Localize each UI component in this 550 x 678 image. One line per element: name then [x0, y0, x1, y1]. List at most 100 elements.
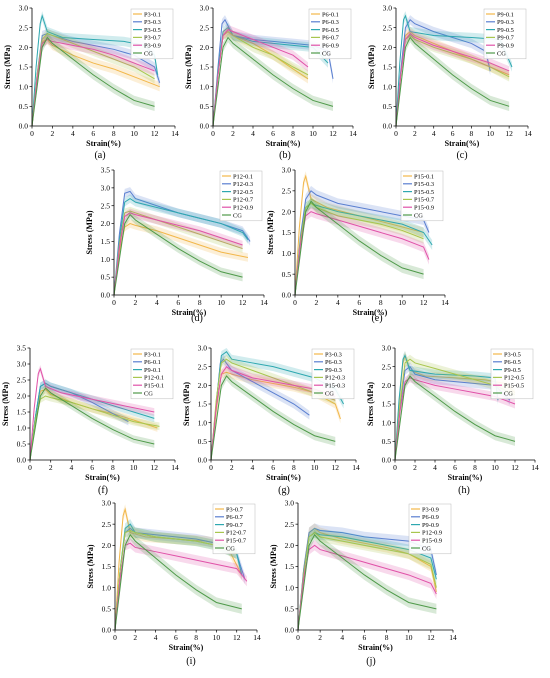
y-tick-label: 1.5 [198, 400, 208, 409]
legend-entry: P15-0.7 [414, 197, 435, 204]
legend-box [483, 8, 527, 60]
series-band [32, 34, 155, 126]
x-tick-label: 12 [332, 463, 340, 472]
x-tick-label: 0 [30, 129, 34, 138]
series-line [394, 358, 516, 461]
y-tick-label: 3.5 [101, 166, 111, 175]
chart-panel: 0 2 4 6 8 10 12 14 0.0 0.5 1.0 1.5 2.0 2.5 3.0 Strain(%… [86, 499, 261, 667]
series-line [212, 29, 309, 127]
legend-entry: P9-0.3 [325, 367, 342, 374]
series-band [30, 379, 155, 460]
x-tick-label: 0 [394, 129, 398, 138]
legend-entry: P6-0.9 [322, 43, 339, 50]
x-tick-label: 2 [133, 633, 137, 642]
x-tick-label: 6 [451, 129, 455, 138]
y-tick-label: 3.0 [200, 4, 210, 13]
x-tick-label: 2 [134, 298, 138, 307]
series-band [395, 354, 515, 460]
x-tick-label: 10 [398, 298, 406, 307]
legend-entry: P3-0.5 [504, 351, 521, 358]
y-tick-label: 1.0 [102, 583, 112, 592]
series-band [115, 504, 242, 630]
legend-entry: P9-0.3 [497, 19, 514, 26]
x-tick-label: 8 [385, 633, 389, 642]
y-tick-label: 2.0 [17, 392, 27, 401]
series-line [394, 354, 499, 461]
x-tick-label: 6 [174, 633, 178, 642]
x-tick-label: 12 [151, 463, 159, 472]
x-tick-label: 6 [357, 298, 361, 307]
x-tick-label: 6 [363, 633, 367, 642]
legend-entry: CG [497, 50, 506, 57]
y-tick-label: 0.0 [102, 626, 112, 635]
y-tick-label: 2.5 [101, 201, 111, 210]
series-band [213, 15, 333, 126]
legend-entry: P9-0.5 [504, 367, 521, 374]
x-tick-label: 14 [531, 463, 539, 472]
legend-entry: P3-0.7 [226, 506, 244, 513]
legend-entry: P6-0.7 [322, 35, 340, 42]
chart-panel: 0 2 4 6 8 10 12 14 0.0 0.5 1.0 1.5 2.0 2.5 3.0 Strain(%… [184, 4, 357, 161]
y-tick-label: 1.0 [200, 82, 210, 91]
series-line [297, 532, 437, 631]
series-line [113, 210, 243, 296]
y-tick-label: 2.5 [198, 362, 208, 371]
y-tick-label: 0.0 [198, 456, 208, 465]
y-tick-label: 0.5 [17, 440, 27, 449]
y-tick-label: 0.5 [382, 437, 392, 446]
x-axis-label: Strain(%) [445, 139, 480, 148]
x-tick-label: 2 [413, 129, 417, 138]
x-tick-label: 4 [340, 633, 344, 642]
series-band [114, 219, 248, 295]
x-tick-label: 8 [291, 129, 295, 138]
x-tick-label: 14 [253, 633, 261, 642]
y-tick-label: 0.0 [382, 456, 392, 465]
y-tick-label: 2.0 [102, 541, 112, 550]
series-band [213, 22, 328, 126]
legend-entry: P6-0.1 [322, 11, 339, 18]
series-band [298, 529, 437, 630]
series-line [294, 174, 424, 296]
x-tick-label: 0 [293, 298, 297, 307]
series-band [395, 362, 510, 460]
x-tick-label: 10 [487, 129, 495, 138]
legend-box [130, 8, 174, 60]
chart-panel: 0 2 4 6 8 10 12 14 0.0 0.5 1.0 1.5 2.0 2.5 3.0 Strain(%… [182, 344, 360, 496]
x-tick-label: 0 [113, 633, 117, 642]
x-tick-label: 10 [213, 633, 221, 642]
series-band [395, 371, 515, 460]
y-tick-label: 3.0 [102, 499, 112, 508]
y-tick-label: 2.5 [200, 23, 210, 32]
y-tick-label: 0.5 [102, 604, 112, 613]
panel-label: (a) [94, 150, 105, 161]
x-tick-label: 6 [176, 298, 180, 307]
panel-label: (h) [458, 485, 470, 496]
series-band [114, 194, 248, 295]
x-tick-label: 0 [211, 129, 215, 138]
y-tick-label: 0.0 [17, 456, 27, 465]
series-line [31, 32, 155, 127]
x-tick-label: 10 [405, 633, 413, 642]
y-tick-label: 1.5 [200, 63, 210, 72]
x-axis-label: Strain(%) [86, 139, 121, 148]
x-axis-label: Strain(%) [358, 643, 393, 652]
y-axis-label: Stress (MPa) [85, 210, 94, 254]
series-line [395, 32, 510, 127]
y-tick-label: 2.5 [19, 23, 29, 32]
legend-entry: CG [414, 212, 423, 219]
legend-entry: P6-0.3 [322, 19, 339, 26]
y-tick-label: 0.0 [200, 122, 210, 131]
series-band [298, 523, 437, 630]
legend-entry: P15-0.9 [422, 538, 442, 545]
legend-entry: P12-0.3 [233, 181, 253, 188]
legend-entry: P9-0.1 [497, 11, 514, 18]
series-band [211, 348, 344, 460]
x-axis-label: Strain(%) [266, 139, 301, 148]
x-axis-label: Strain(%) [353, 308, 388, 317]
legend-entry: P12-0.5 [233, 189, 253, 196]
x-tick-label: 8 [473, 463, 477, 472]
x-tick-label: 8 [292, 463, 296, 472]
series-band [295, 198, 433, 295]
y-tick-label: 2.0 [285, 541, 295, 550]
y-tick-label: 3.5 [17, 344, 27, 353]
